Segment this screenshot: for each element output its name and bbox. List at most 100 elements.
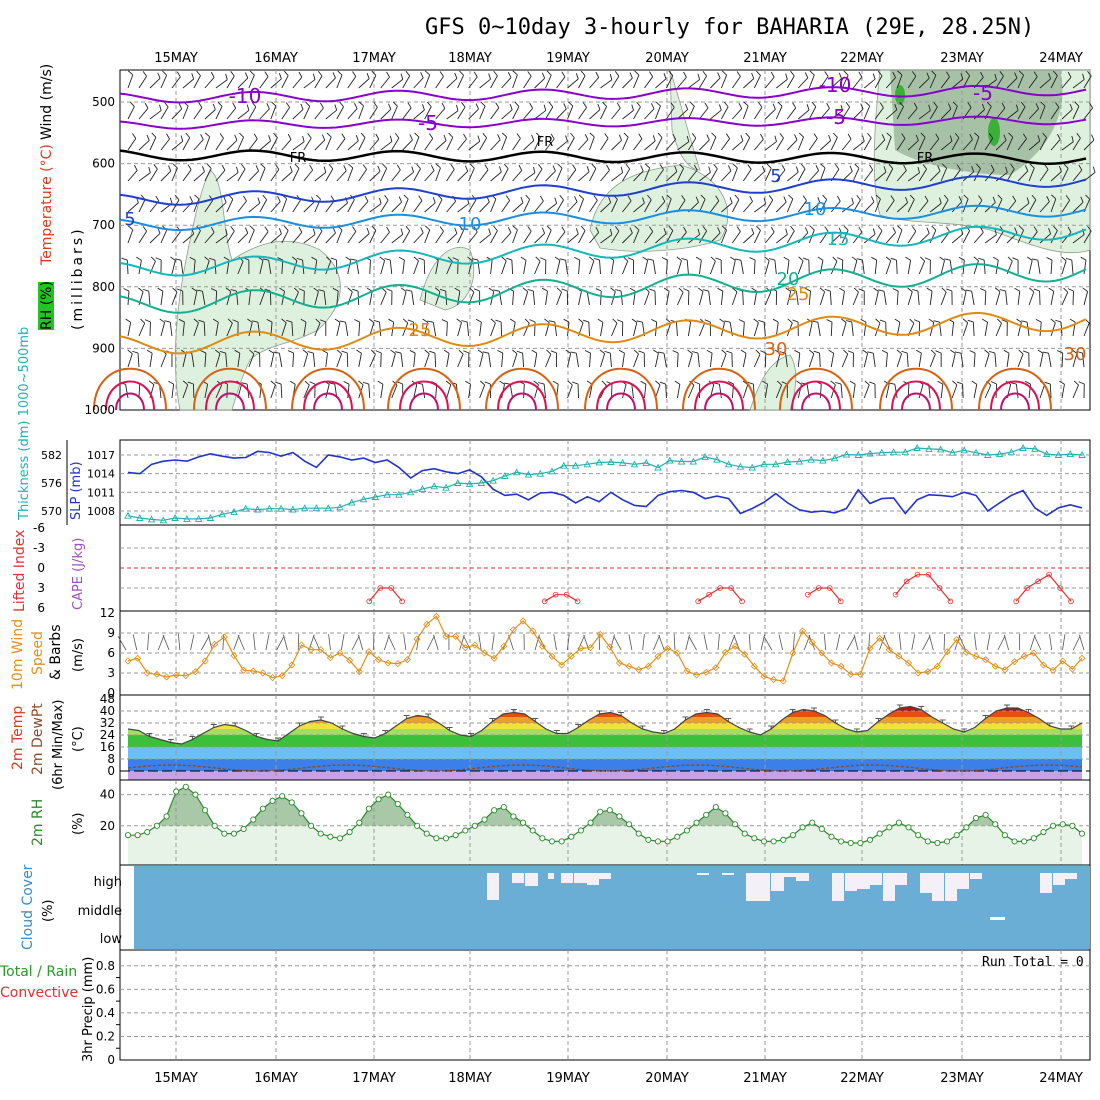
barb-flag <box>175 258 182 261</box>
barb-flag <box>1026 256 1033 261</box>
barb-staff <box>972 321 975 337</box>
barb-staff <box>534 353 538 368</box>
barb-flag <box>930 349 936 355</box>
barb-staff <box>1039 233 1051 244</box>
barb-flag <box>512 225 518 231</box>
barb-flag <box>531 134 535 141</box>
rh2m-point-69 <box>789 832 796 839</box>
barb-flag <box>277 257 284 261</box>
barb-staff <box>347 167 354 182</box>
barb-staff <box>402 139 413 151</box>
barb-staff <box>1050 198 1057 213</box>
rh2m-point-89 <box>982 811 989 818</box>
barb-staff <box>391 234 404 244</box>
barb-staff <box>336 74 343 89</box>
barb-flag <box>939 197 942 204</box>
barb-staff <box>841 353 849 368</box>
barb-flag <box>760 133 764 140</box>
slp-label: SLP (mb) <box>69 461 84 520</box>
barb-staff <box>325 384 330 399</box>
lifted-index-point-52 <box>695 598 702 605</box>
barb-staff <box>962 322 969 337</box>
precip-tick-0.4: 0.4 <box>96 1006 115 1020</box>
barb-staff <box>589 260 595 275</box>
barb10-staff <box>463 635 471 651</box>
barb-flag <box>1069 103 1073 110</box>
barb-staff <box>424 170 435 182</box>
barb-flag <box>469 163 475 169</box>
top-date-axis: 15MAY 16MAY 17MAY 18MAY 19MAY 20MAY 21MAY 22MAY… <box>154 51 1083 66</box>
barb-flag <box>586 166 590 172</box>
barb-staff <box>259 76 269 89</box>
barb-flag <box>631 104 634 111</box>
barb-flag <box>121 257 128 261</box>
barb-flag <box>479 380 485 386</box>
barb-flag <box>616 102 621 109</box>
barb-staff <box>400 353 404 368</box>
barb-staff <box>314 75 323 89</box>
barb-staff <box>830 137 838 151</box>
barb-staff <box>457 203 470 213</box>
barb-flag <box>312 228 316 235</box>
barb-staff <box>862 260 865 275</box>
barb-flag <box>395 351 402 354</box>
barb-flag <box>232 102 237 109</box>
barb-flag <box>843 225 849 231</box>
barb-flag <box>633 349 639 355</box>
barb-staff <box>1083 322 1090 337</box>
thickness-point-2 <box>147 515 156 523</box>
barb-staff <box>885 260 892 275</box>
wind-speed-point-67 <box>770 676 778 684</box>
barb-flag <box>493 289 500 292</box>
barb-staff <box>556 199 564 213</box>
barb-flag <box>339 101 344 108</box>
barb-flag <box>133 164 138 171</box>
barb-flag <box>352 288 359 292</box>
barb-staff <box>215 169 226 182</box>
wind-speed-point-57 <box>673 649 681 657</box>
barb-staff <box>698 260 702 275</box>
barb-staff <box>314 172 327 182</box>
barb-staff <box>929 138 940 151</box>
barb-flag <box>405 289 412 292</box>
barb-flag <box>905 256 911 261</box>
barb-staff <box>698 322 706 337</box>
rh2m-point-30 <box>414 822 421 829</box>
barb-staff <box>578 291 582 306</box>
rh2m-point-41 <box>520 819 527 826</box>
barb-flag <box>917 166 920 173</box>
barb-flag <box>204 256 210 262</box>
barb-flag <box>820 163 826 169</box>
wind-speed-point-73 <box>827 659 836 667</box>
barb-flag <box>253 133 258 140</box>
wind-speed-point-0 <box>124 657 132 665</box>
barb-flag <box>747 381 754 385</box>
barb-staff <box>556 260 561 275</box>
barb-flag <box>262 258 269 261</box>
barb-flag <box>305 101 311 107</box>
barb-flag <box>196 70 201 76</box>
barb-staff <box>160 322 166 337</box>
barb-flag <box>808 349 815 355</box>
barb-flag <box>885 256 892 262</box>
barb-staff <box>852 76 863 89</box>
barb-flag <box>189 196 193 202</box>
thickness-point-15 <box>300 504 309 512</box>
barb-staff <box>237 168 246 182</box>
barb-staff <box>523 260 527 275</box>
barb-staff <box>753 107 763 120</box>
barb-staff <box>644 140 656 151</box>
lifted-index-point-22 <box>366 598 373 605</box>
barb-flag <box>663 228 667 234</box>
barb-flag <box>144 319 151 323</box>
thickness-point-1 <box>136 514 144 521</box>
barb-flag <box>839 287 845 292</box>
barb-staff <box>1050 171 1062 182</box>
warm-loop <box>215 392 245 411</box>
barb-staff <box>270 137 278 151</box>
barb-staff <box>1083 75 1092 89</box>
barb-flag <box>963 194 969 200</box>
barb-flag <box>878 289 885 292</box>
barb-staff <box>830 233 842 244</box>
wind-speed-point-56 <box>664 644 672 652</box>
